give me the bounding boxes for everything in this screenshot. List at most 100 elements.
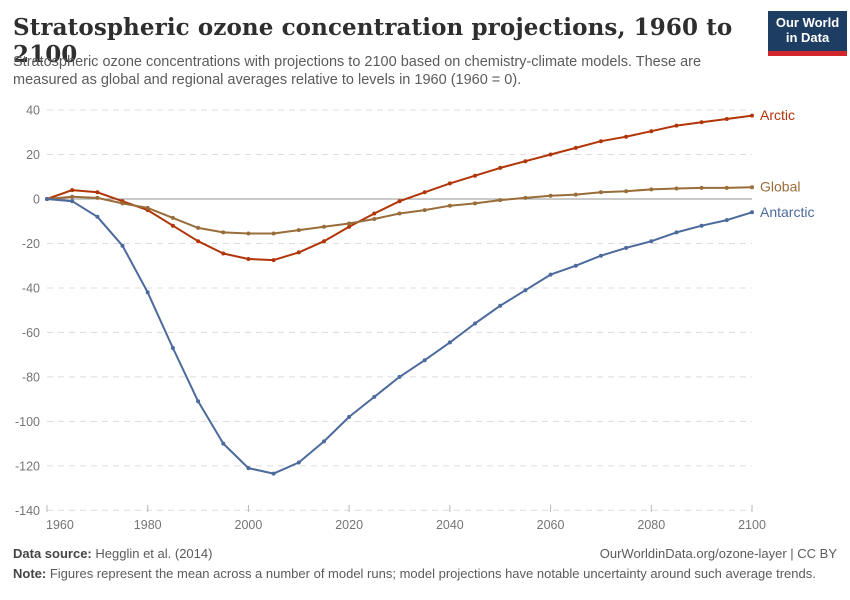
footer: Data source: Hegglin et al. (2014) OurWo… (13, 546, 837, 581)
series-point-arctic (296, 250, 301, 255)
series-point-global (498, 198, 503, 203)
series-point-global (624, 189, 629, 194)
series-line-arctic (46, 114, 753, 262)
series-point-antarctic (246, 466, 251, 471)
series-point-antarctic (271, 471, 276, 476)
series-point-arctic (322, 239, 326, 244)
series-point-antarctic (523, 288, 528, 293)
series-line-global (46, 186, 753, 235)
series-point-arctic (447, 181, 452, 186)
y-tick-label: -80 (22, 370, 40, 384)
series-point-arctic (750, 113, 754, 118)
series-point-global (221, 230, 226, 235)
y-tick-label: -20 (22, 237, 40, 251)
series-point-global (473, 201, 477, 206)
series-point-antarctic (221, 441, 226, 446)
series-point-global (120, 201, 125, 206)
series-point-antarctic (724, 218, 729, 223)
owid-logo[interactable]: Our World in Data (768, 11, 847, 56)
series-point-antarctic (145, 290, 150, 295)
y-tick-label: 40 (26, 104, 40, 118)
series-point-arctic (624, 134, 629, 139)
series-point-arctic (573, 145, 578, 150)
data-source-label: Data source: (13, 546, 92, 561)
footer-note: Note: Figures represent the mean across … (13, 566, 837, 581)
x-tick-label: 2100 (738, 518, 766, 532)
series-label-antarctic: Antarctic (760, 204, 814, 220)
series-point-arctic (548, 152, 553, 157)
series-point-arctic (347, 224, 352, 229)
series-point-antarctic (95, 214, 100, 219)
series-point-antarctic (498, 303, 503, 308)
series-point-arctic (221, 251, 226, 256)
series-point-global (750, 185, 754, 190)
series-point-arctic (699, 120, 704, 125)
series-point-arctic (372, 211, 377, 216)
series-point-antarctic (548, 272, 553, 277)
series-point-arctic (196, 239, 201, 244)
y-tick-label: -120 (15, 459, 40, 473)
series-point-antarctic (750, 210, 754, 215)
series-point-arctic (246, 257, 251, 261)
series-point-antarctic (473, 321, 477, 326)
series-point-antarctic (674, 230, 679, 235)
y-tick-label: 20 (26, 148, 40, 162)
page-title: Stratospheric ozone concentration projec… (13, 14, 733, 68)
series-point-antarctic (598, 253, 603, 258)
series-point-global (598, 190, 603, 195)
x-tick-label: 2000 (235, 518, 263, 532)
series-point-antarctic (699, 223, 704, 228)
series-point-antarctic (45, 197, 49, 201)
logo-line2: in Data (785, 30, 830, 45)
series-point-antarctic (372, 394, 377, 399)
series-point-antarctic (296, 460, 301, 465)
x-tick-label: 2080 (637, 518, 665, 532)
series-point-arctic (724, 117, 729, 121)
series-point-antarctic (573, 263, 578, 268)
series-point-global (145, 205, 150, 210)
series-point-global (573, 192, 578, 197)
x-tick-label: 2020 (335, 518, 363, 532)
x-tick-label: 1960 (46, 518, 74, 532)
series-point-arctic (523, 159, 528, 164)
x-tick-label: 1980 (134, 518, 162, 532)
series-point-global (447, 203, 452, 208)
series-point-global (95, 195, 100, 200)
series-point-global (372, 217, 377, 221)
series-label-global: Global (760, 179, 800, 195)
note-label: Note: (13, 566, 47, 581)
series-point-global (699, 185, 704, 190)
series-point-global (347, 221, 352, 226)
series-point-global (246, 231, 251, 236)
series-point-arctic (397, 199, 402, 204)
note-text: Figures represent the mean across a numb… (49, 566, 816, 581)
series-point-global (271, 231, 276, 236)
series-point-arctic (498, 165, 503, 170)
series-line-antarctic (46, 198, 753, 475)
series-point-arctic (95, 190, 100, 195)
series-point-global (397, 211, 402, 216)
series-point-arctic (473, 173, 477, 178)
series-point-global (649, 187, 654, 192)
series-point-arctic (649, 129, 654, 134)
series-point-global (724, 185, 729, 190)
series-point-antarctic (397, 374, 402, 379)
y-tick-label: 0 (33, 193, 40, 207)
series-point-global (170, 215, 175, 220)
series-point-global (70, 194, 75, 199)
series-point-antarctic (649, 239, 654, 244)
series-point-antarctic (347, 414, 352, 419)
series-point-global (548, 193, 553, 198)
y-tick-label: -140 (15, 504, 40, 518)
x-tick-label: 2060 (537, 518, 565, 532)
series-point-global (422, 208, 427, 213)
series-point-global (523, 195, 528, 200)
series-point-arctic (271, 258, 276, 263)
series-point-antarctic (70, 199, 75, 204)
series-point-antarctic (624, 245, 629, 250)
chart-subtitle: Stratospheric ozone concentrations with … (13, 54, 702, 88)
y-tick-label: -40 (22, 281, 40, 295)
footer-link[interactable]: OurWorldinData.org/ozone-layer | CC BY (599, 546, 837, 561)
series-point-arctic (170, 223, 175, 228)
